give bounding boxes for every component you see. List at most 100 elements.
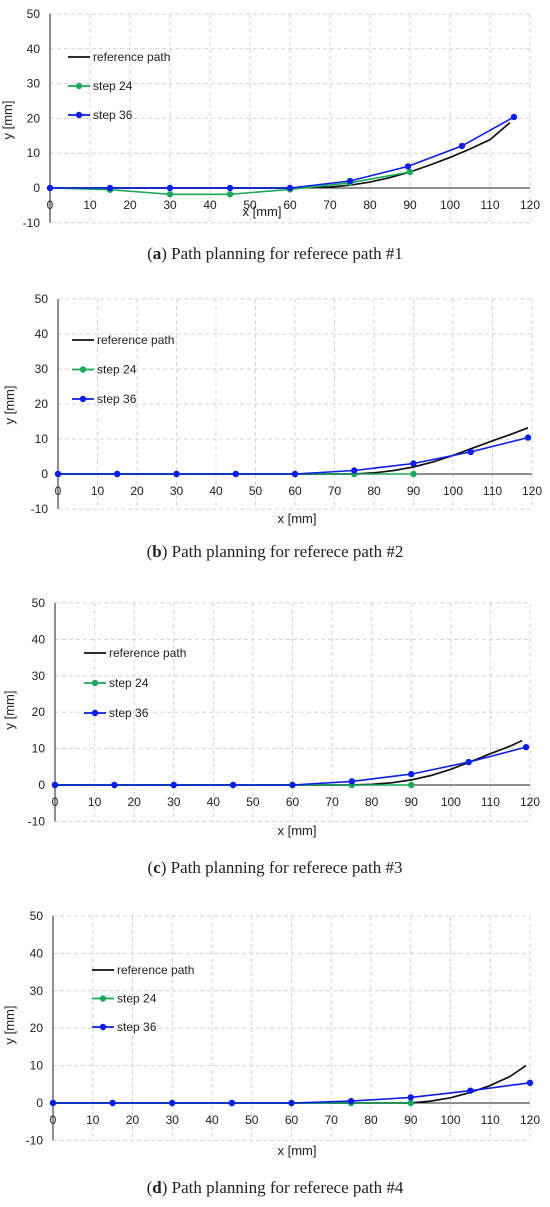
chart-b: 0 10 20 30 40 50 60 70 80 90 100 110 120 -10 0 10 20 30 40…	[2, 292, 542, 526]
data-point-step36	[510, 113, 518, 121]
caption-letter: b	[152, 542, 162, 561]
caption-d: (d) Path planning for referece path #4	[146, 1178, 404, 1197]
x-tick-label: 100	[440, 1113, 460, 1127]
data-point-step24	[410, 470, 417, 478]
y-tick-label: -10	[26, 1133, 44, 1147]
x-tick-label: 120	[520, 795, 540, 809]
data-point-step36	[54, 470, 62, 478]
series-line-step36	[58, 436, 529, 475]
series-line-reference	[55, 739, 523, 786]
data-point-step36	[458, 142, 466, 150]
y-tick-label: 0	[36, 1096, 43, 1110]
y-tick-label: 0	[38, 778, 45, 792]
legend-label: step 24	[97, 363, 137, 377]
data-point-step36	[465, 758, 472, 766]
data-point-step36	[407, 1094, 414, 1101]
y-tick-label: 50	[27, 7, 41, 21]
x-tick-label: 60	[286, 795, 300, 809]
chart-c: 0 10 20 30 40 50 60 70 80 90 100 110 120 -10 0 10 20 30 40…	[2, 596, 540, 838]
x-tick-label: 80	[367, 484, 381, 498]
data-point-step36	[229, 781, 237, 789]
data-point-step36	[51, 781, 59, 789]
data-point-step24	[406, 168, 414, 176]
x-tick-label: 90	[405, 795, 419, 809]
legend-label: reference path	[97, 333, 174, 347]
x-tick-label: 110	[481, 795, 500, 809]
x-tick-label: 10	[88, 795, 102, 809]
x-tick-label: 10	[91, 484, 105, 498]
data-point-step36	[404, 163, 412, 170]
x-tick-label: 60	[283, 198, 297, 212]
data-point-step24	[408, 781, 415, 789]
data-point-step36	[232, 470, 239, 478]
x-tick-label: 70	[323, 198, 337, 212]
x-tick-label: 80	[365, 795, 379, 809]
y-tick-label: 40	[30, 946, 44, 960]
x-tick-label: 30	[166, 1113, 180, 1127]
y-tick-label: -10	[28, 814, 46, 828]
y-tick-label: 50	[32, 596, 46, 610]
series-line-step36	[55, 746, 527, 786]
x-tick-label: 30	[170, 484, 184, 498]
x-tick-label: 120	[522, 484, 542, 498]
y-tick-label: 10	[27, 146, 41, 160]
caption-a: (a) Path planning for referece path #1	[147, 244, 403, 263]
x-tick-label: 80	[363, 198, 377, 212]
legend-label: step 36	[109, 706, 149, 720]
x-tick-label: 100	[443, 484, 463, 498]
caption-letter: c	[153, 858, 161, 877]
legend-marker-step24	[91, 679, 99, 687]
data-point-step36	[46, 184, 54, 192]
legend-label: step 36	[97, 392, 137, 406]
x-tick-label: 40	[205, 1113, 219, 1127]
chart-a: 0 10 20 30 40 50 60 70 80 90 100 110 120 -10 0 10 20 30 40…	[0, 7, 540, 230]
x-tick-label: 50	[245, 1113, 259, 1127]
legend-label: step 36	[117, 1020, 157, 1034]
y-tick-label: -10	[23, 216, 41, 230]
x-tick-label: 70	[328, 484, 342, 498]
data-point-step36	[114, 470, 121, 478]
y-tick-label: 50	[35, 292, 49, 306]
legend-label: step 36	[93, 108, 133, 122]
x-tick-label: 0	[55, 484, 62, 498]
data-point-step36	[170, 781, 177, 789]
y-tick-label: 40	[35, 327, 49, 341]
x-tick-label: 20	[127, 795, 141, 809]
y-axis-title: y [mm]	[2, 1006, 17, 1045]
x-tick-label: 40	[207, 795, 221, 809]
y-tick-label: 40	[32, 632, 46, 646]
x-tick-label: 0	[47, 198, 54, 212]
caption-b: (b) Path planning for referece path #2	[146, 542, 404, 561]
x-axis-title: x [mm]	[243, 204, 282, 219]
data-point-step36	[410, 460, 417, 467]
x-tick-label: 50	[243, 198, 257, 212]
x-tick-label: 70	[325, 1113, 339, 1127]
series-line-reference	[53, 1064, 527, 1104]
caption-letter: a	[152, 244, 162, 263]
legend-label: step 24	[93, 79, 133, 93]
x-tick-label: 30	[167, 795, 181, 809]
series-line-step36	[50, 116, 515, 189]
x-tick-label: 100	[441, 795, 461, 809]
data-point-step36	[526, 1079, 534, 1087]
y-tick-label: 20	[30, 1021, 44, 1035]
data-point-step36	[291, 470, 299, 478]
caption-c: (c) Path planning for referece path #3	[147, 858, 403, 877]
x-tick-label: 70	[325, 795, 339, 809]
y-tick-label: 10	[30, 1059, 44, 1073]
y-tick-label: 40	[27, 42, 41, 56]
y-axis-title: y [mm]	[2, 691, 17, 730]
x-tick-label: 60	[288, 484, 302, 498]
y-tick-label: 10	[35, 432, 49, 446]
x-tick-label: 30	[163, 198, 177, 212]
data-point-step24	[166, 191, 174, 198]
data-point-step36	[408, 770, 415, 778]
series-line-reference	[50, 121, 511, 189]
data-point-step36	[522, 743, 530, 751]
legend-marker-step36	[91, 709, 99, 717]
data-point-step36	[286, 184, 294, 192]
data-point-step36	[288, 1099, 295, 1107]
caption-text: Path planning for referece path #1	[171, 244, 403, 263]
data-point-step36	[348, 778, 356, 785]
